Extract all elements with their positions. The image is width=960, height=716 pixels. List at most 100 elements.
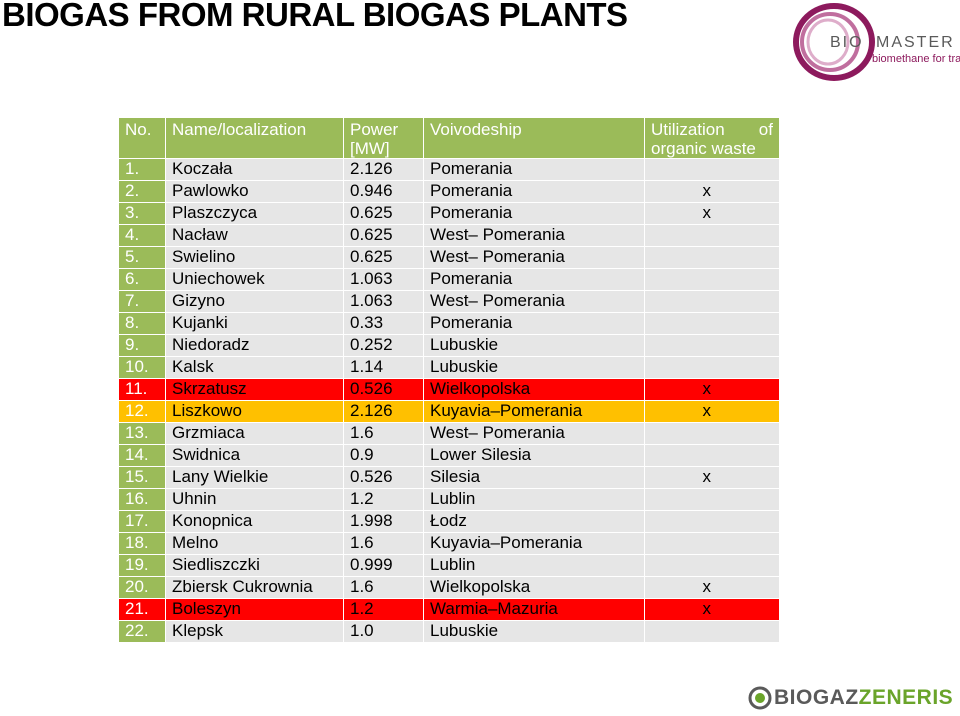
page-title: BIOGAS FROM RURAL BIOGAS PLANTS — [2, 0, 628, 33]
table-row: 15. Lany Wielkie 0.526 Silesia x — [118, 466, 780, 489]
cell-utilization: x — [644, 576, 780, 599]
cell-utilization: x — [644, 378, 780, 401]
biogazzeneris-logo-biogaz: BIOGAZ — [774, 686, 859, 709]
cell-name: Liszkowo — [165, 400, 344, 423]
cell-power: 1.6 — [343, 576, 424, 599]
cell-name: Uhnin — [165, 488, 344, 511]
biogazzeneris-logo-zeneris: ZENERIS — [858, 686, 954, 709]
cell-power: 0.625 — [343, 202, 424, 225]
biogas-plants-table: No. Name/localization Power [MW] Voivode… — [118, 117, 780, 643]
table-row: 18. Melno 1.6 Kuyavia–Pomerania — [118, 532, 780, 555]
cell-power: 0.625 — [343, 224, 424, 247]
cell-utilization: x — [644, 598, 780, 621]
cell-no: 11. — [118, 378, 166, 401]
cell-utilization: x — [644, 400, 780, 423]
cell-no: 12. — [118, 400, 166, 423]
cell-power: 1.0 — [343, 620, 424, 643]
header-utilization: Utilization of organic waste — [644, 117, 780, 159]
cell-name: Melno — [165, 532, 344, 555]
cell-voivodeship: Warmia–Mazuria — [423, 598, 645, 621]
table-row: 9. Niedoradz 0.252 Lubuskie — [118, 334, 780, 357]
cell-name: Lany Wielkie — [165, 466, 344, 489]
cell-power: 0.946 — [343, 180, 424, 203]
cell-name: Konopnica — [165, 510, 344, 533]
cell-voivodeship: Pomerania — [423, 268, 645, 291]
table-header-row: No. Name/localization Power [MW] Voivode… — [118, 117, 780, 159]
cell-voivodeship: Pomerania — [423, 180, 645, 203]
cell-power: 0.526 — [343, 378, 424, 401]
cell-utilization — [644, 158, 780, 181]
cell-no: 1. — [118, 158, 166, 181]
cell-power: 0.9 — [343, 444, 424, 467]
table-row: 2. Pawlowko 0.946 Pomerania x — [118, 180, 780, 203]
table-row: 14. Swidnica 0.9 Lower Silesia — [118, 444, 780, 467]
table-row: 21. Boleszyn 1.2 Warmia–Mazuria x — [118, 598, 780, 621]
cell-name: Kujanki — [165, 312, 344, 335]
cell-no: 22. — [118, 620, 166, 643]
cell-power: 2.126 — [343, 400, 424, 423]
header-power: Power [MW] — [343, 117, 424, 159]
cell-name: Siedliszczki — [165, 554, 344, 577]
cell-utilization: x — [644, 180, 780, 203]
cell-no: 5. — [118, 246, 166, 269]
cell-utilization — [644, 488, 780, 511]
table-row: 1. Koczała 2.126 Pomerania — [118, 158, 780, 181]
table-row: 3. Plaszczyca 0.625 Pomerania x — [118, 202, 780, 225]
biomaster-logo-tagline: biomethane for transport — [872, 53, 960, 65]
cell-power: 1.2 — [343, 598, 424, 621]
table-row: 13. Grzmiaca 1.6 West– Pomerania — [118, 422, 780, 445]
cell-power: 1.063 — [343, 290, 424, 313]
cell-voivodeship: Wielkopolska — [423, 378, 645, 401]
cell-power: 1.6 — [343, 422, 424, 445]
cell-name: Pawlowko — [165, 180, 344, 203]
cell-voivodeship: Lubuskie — [423, 356, 645, 379]
cell-utilization — [644, 510, 780, 533]
cell-voivodeship: Lubuskie — [423, 620, 645, 643]
cell-name: Swielino — [165, 246, 344, 269]
cell-no: 9. — [118, 334, 166, 357]
table-row: 22. Klepsk 1.0 Lubuskie — [118, 620, 780, 643]
table-row: 11. Skrzatusz 0.526 Wielkopolska x — [118, 378, 780, 401]
table-row: 17. Konopnica 1.998 Łodz — [118, 510, 780, 533]
cell-name: Gizyno — [165, 290, 344, 313]
cell-power: 2.126 — [343, 158, 424, 181]
cell-voivodeship: Kuyavia–Pomerania — [423, 532, 645, 555]
cell-no: 10. — [118, 356, 166, 379]
cell-utilization: x — [644, 466, 780, 489]
cell-power: 0.625 — [343, 246, 424, 269]
table-row: 4. Nacław 0.625 West– Pomerania — [118, 224, 780, 247]
table-row: 12. Liszkowo 2.126 Kuyavia–Pomerania x — [118, 400, 780, 423]
cell-power: 1.998 — [343, 510, 424, 533]
cell-name: Grzmiaca — [165, 422, 344, 445]
cell-voivodeship: Lublin — [423, 488, 645, 511]
cell-utilization — [644, 334, 780, 357]
cell-power: 0.999 — [343, 554, 424, 577]
header-name: Name/localization — [165, 117, 344, 159]
cell-name: Boleszyn — [165, 598, 344, 621]
cell-utilization — [644, 532, 780, 555]
table-row: 20. Zbiersk Cukrownia 1.6 Wielkopolska x — [118, 576, 780, 599]
cell-name: Plaszczyca — [165, 202, 344, 225]
cell-name: Kalsk — [165, 356, 344, 379]
cell-name: Niedoradz — [165, 334, 344, 357]
cell-power: 0.526 — [343, 466, 424, 489]
cell-voivodeship: Pomerania — [423, 158, 645, 181]
cell-power: 0.33 — [343, 312, 424, 335]
cell-name: Swidnica — [165, 444, 344, 467]
cell-voivodeship: Łodz — [423, 510, 645, 533]
cell-utilization — [644, 290, 780, 313]
cell-no: 3. — [118, 202, 166, 225]
cell-voivodeship: West– Pomerania — [423, 246, 645, 269]
table-row: 5. Swielino 0.625 West– Pomerania — [118, 246, 780, 269]
cell-no: 16. — [118, 488, 166, 511]
cell-voivodeship: Silesia — [423, 466, 645, 489]
cell-no: 17. — [118, 510, 166, 533]
cell-power: 1.14 — [343, 356, 424, 379]
cell-no: 8. — [118, 312, 166, 335]
cell-power: 0.252 — [343, 334, 424, 357]
cell-name: Nacław — [165, 224, 344, 247]
cell-no: 20. — [118, 576, 166, 599]
cell-name: Klepsk — [165, 620, 344, 643]
biomaster-swirl-icon — [790, 2, 960, 82]
cell-utilization: x — [644, 202, 780, 225]
